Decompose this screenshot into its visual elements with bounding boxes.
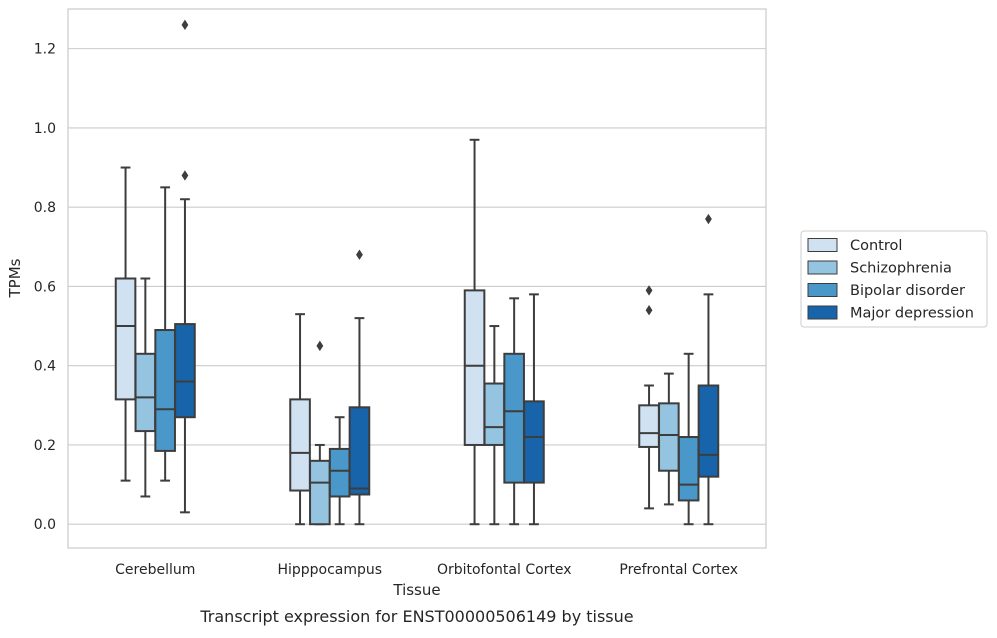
y-tick-label: 0.4 [34, 359, 56, 375]
outlier-marker [645, 305, 653, 316]
box-iqr [289, 398, 311, 492]
legend: Control Schizophrenia Bipolar disorder Majo… [800, 230, 988, 328]
box-iqr [503, 352, 525, 484]
box-schizophrenia [483, 325, 506, 526]
y-tick-label: 0.0 [34, 517, 56, 533]
box-iqr [523, 400, 545, 484]
box-major-depression [697, 213, 720, 526]
box-bipolar-disorder [503, 297, 525, 526]
outlier-marker [705, 213, 712, 225]
box-control [463, 138, 486, 526]
box-iqr [658, 402, 680, 472]
legend-label: Schizophrenia [850, 261, 952, 277]
box-control [638, 285, 660, 510]
legend-swatch [807, 305, 838, 320]
x-tick-labels: Cerebellum Hipppocampus Orbitofontal Corte… [115, 562, 738, 578]
box-control [114, 166, 137, 482]
y-tick-label: 1.0 [34, 121, 56, 137]
box-iqr [483, 382, 506, 446]
y-tick-label: 0.6 [34, 279, 56, 295]
box-iqr [463, 289, 486, 446]
box-iqr [328, 447, 351, 498]
outlier-marker [316, 340, 324, 352]
x-tick-label: Prefrontal Cortex [619, 562, 738, 578]
plot-frame [67, 8, 767, 549]
box-schizophrenia [134, 277, 157, 498]
box-bipolar-disorder [677, 352, 700, 526]
legend-frame [800, 230, 988, 328]
legend-label: Major depression [850, 306, 974, 322]
box-major-depression [348, 249, 371, 526]
box-major-depression [523, 293, 545, 526]
x-axis-label: Tissue [392, 581, 440, 599]
chart-caption: Transcript expression for ENST0000050614… [199, 607, 633, 626]
x-tick-label: Cerebellum [115, 562, 195, 578]
box-bipolar-disorder [328, 416, 351, 526]
box-major-depression [174, 19, 196, 514]
box-control [289, 313, 311, 526]
y-tick-labels: 0.0 0.2 0.4 0.6 0.8 1.0 1.2 [34, 42, 56, 534]
box-iqr [348, 406, 371, 496]
box-schizophrenia [658, 372, 680, 506]
y-axis-label: TPMs [6, 258, 24, 298]
outlier-marker [645, 285, 653, 296]
x-tick-label: Orbitofontal Cortex [437, 562, 572, 578]
outlier-marker [356, 249, 363, 260]
box-iqr [309, 459, 331, 526]
box-iqr [114, 277, 137, 401]
y-tick-label: 1.2 [34, 42, 56, 58]
x-tick-label: Hipppocampus [277, 562, 382, 578]
box-iqr [697, 384, 720, 478]
box-iqr [134, 352, 157, 433]
y-tick-label: 0.8 [34, 200, 56, 216]
outlier-marker [181, 170, 189, 181]
legend-swatch [807, 260, 838, 275]
box-schizophrenia [309, 340, 331, 526]
box-iqr [154, 329, 176, 452]
box-iqr [174, 323, 196, 419]
legend-swatch [807, 238, 838, 252]
legend-label: Bipolar disorder [850, 283, 965, 299]
box-bipolar-disorder [154, 186, 176, 482]
legend-label: Control [850, 238, 902, 254]
box-iqr [638, 404, 660, 448]
legend-swatch [807, 283, 838, 297]
y-tick-label: 0.2 [34, 438, 56, 454]
box-series [114, 19, 720, 526]
box-iqr [677, 436, 700, 502]
outlier-marker [181, 19, 189, 31]
